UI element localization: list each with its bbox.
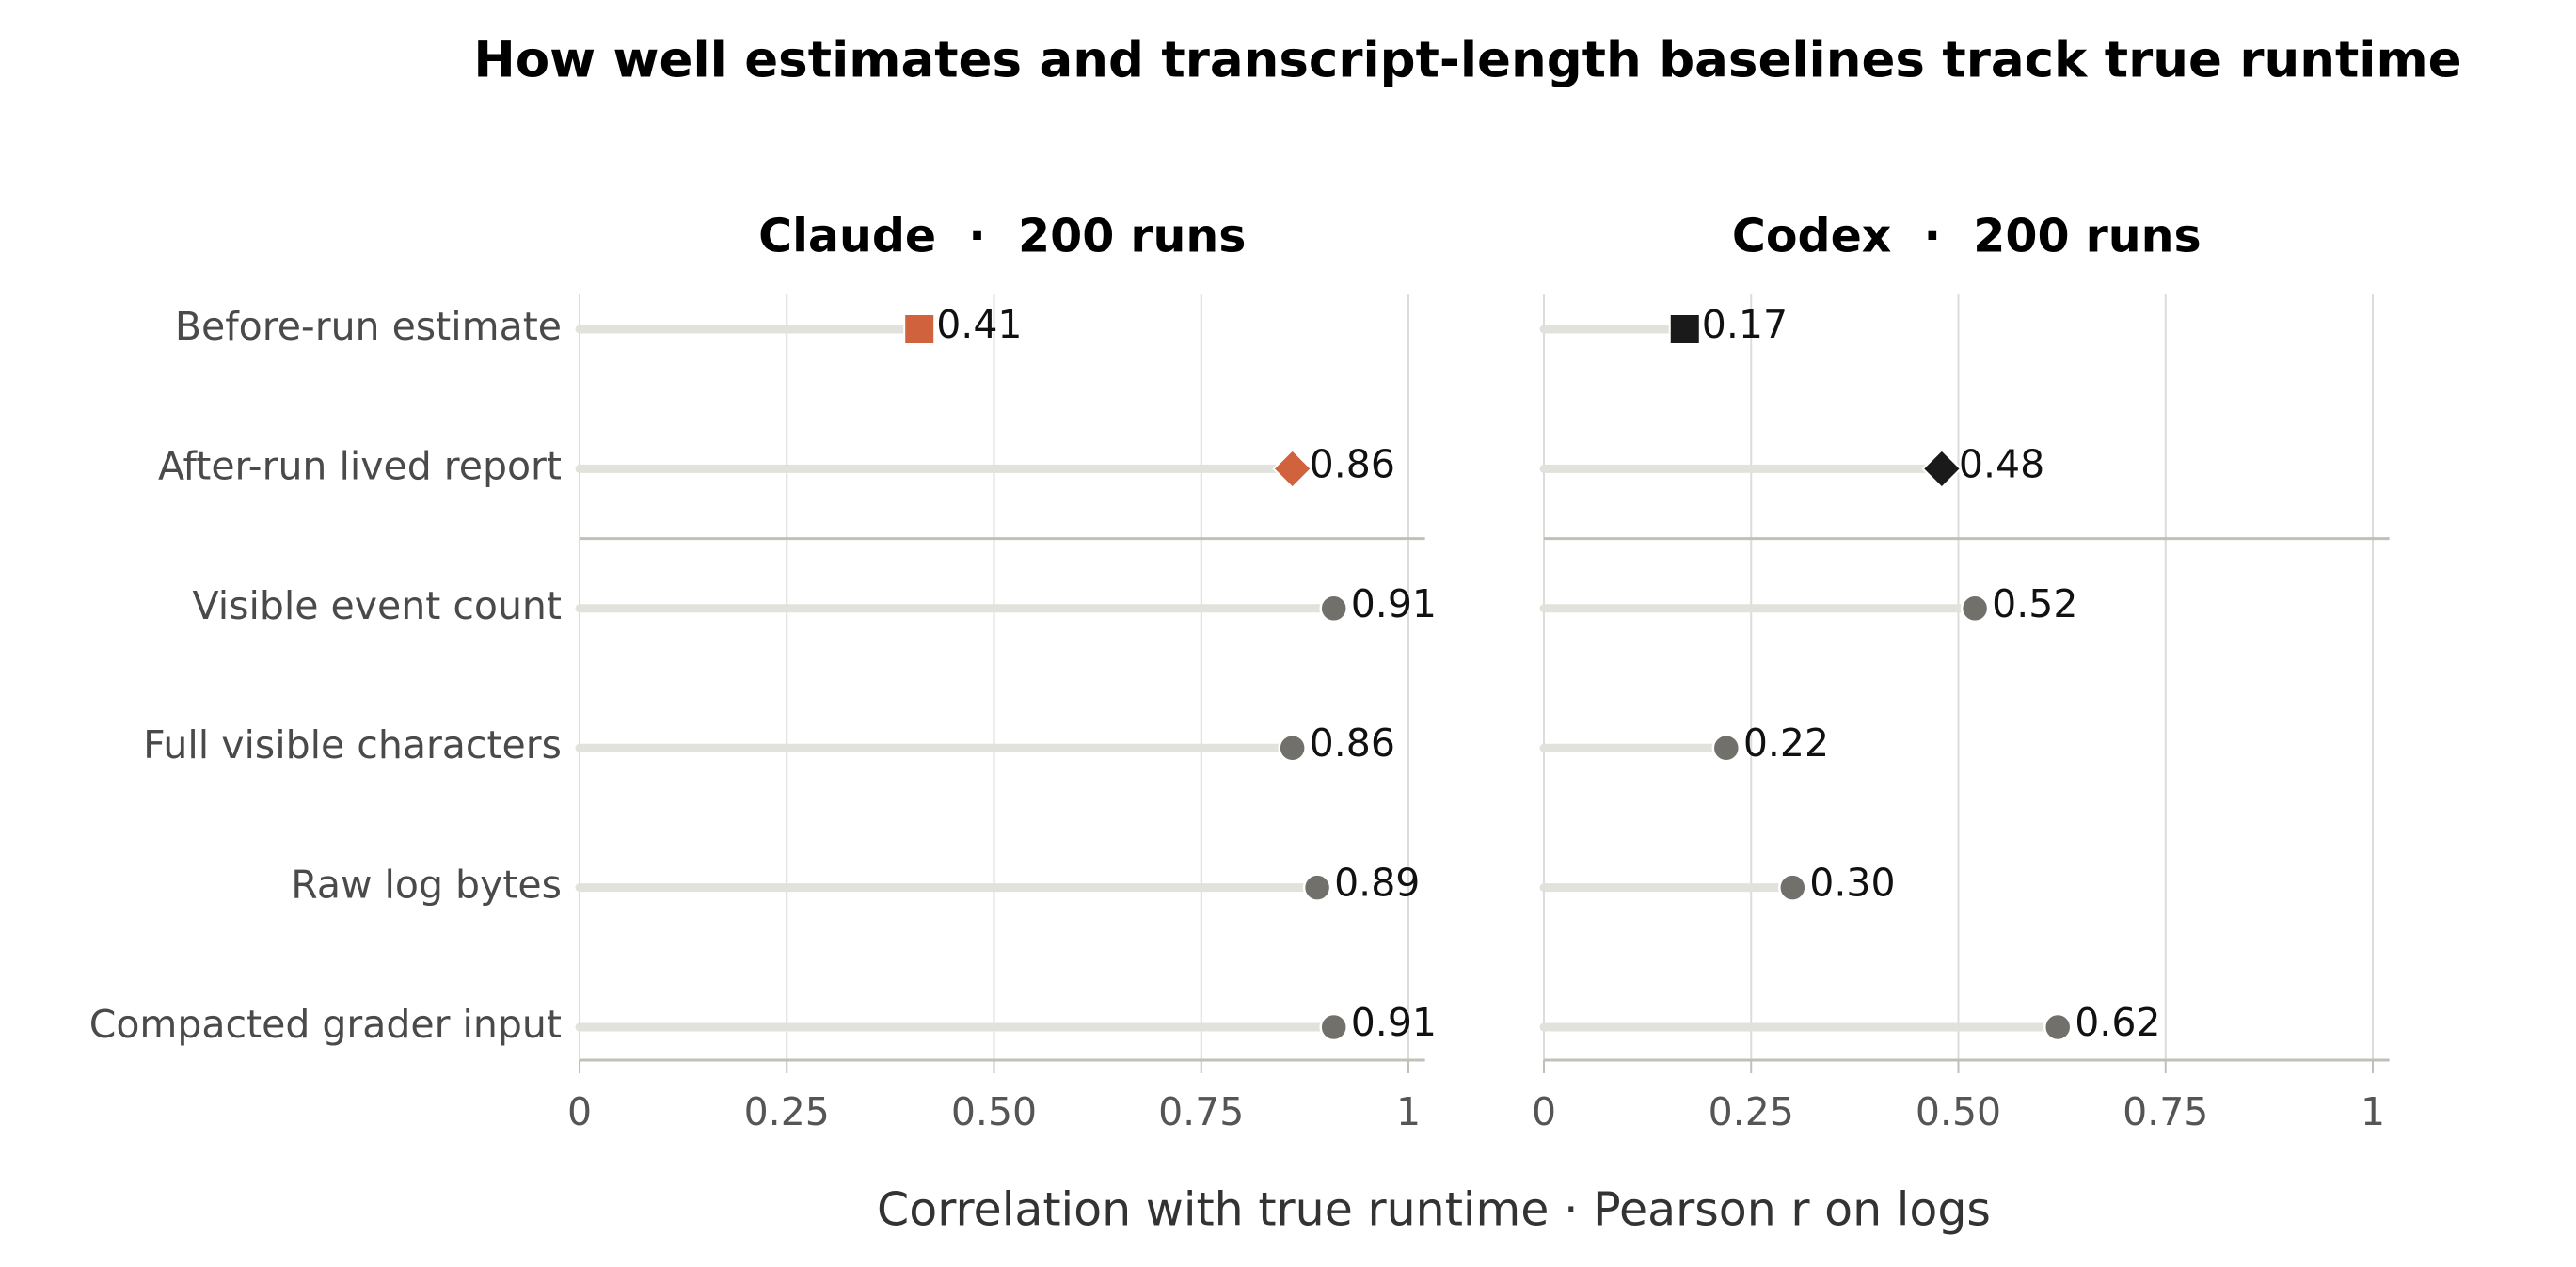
marker-circle	[1319, 594, 1348, 624]
marker-circle	[2043, 1012, 2073, 1042]
marker-circle	[1319, 1012, 1348, 1042]
x-tick-label: 0.75	[1158, 1089, 1244, 1134]
category-label: Full visible characters	[143, 722, 562, 768]
category-label: Before-run estimate	[175, 304, 562, 349]
marker-square	[903, 313, 936, 345]
x-tick-label: 0	[567, 1089, 592, 1134]
value-label: 0.91	[1351, 1000, 1437, 1045]
marker-diamond	[1272, 448, 1313, 489]
marker-circle	[1778, 873, 1807, 902]
x-tick-label: 1	[1396, 1089, 1421, 1134]
value-label: 0.22	[1743, 721, 1829, 766]
marker-circle	[1711, 733, 1741, 763]
x-tick-label: 1	[2361, 1089, 2385, 1134]
value-label: 0.62	[2075, 1000, 2160, 1045]
x-tick-label: 0.25	[1709, 1089, 1794, 1134]
value-label: 0.52	[1992, 581, 2077, 626]
value-label: 0.17	[1702, 302, 1788, 347]
marker-diamond	[1921, 448, 1963, 489]
category-label: Raw log bytes	[291, 863, 562, 908]
value-label: 0.48	[1959, 441, 2044, 486]
category-label: After-run lived report	[158, 443, 562, 488]
x-axis-label: Correlation with true runtime · Pearson …	[877, 1183, 1991, 1237]
marker-square	[1668, 313, 1701, 345]
value-label: 0.91	[1351, 581, 1437, 626]
value-label: 0.86	[1310, 721, 1395, 766]
x-tick-label: 0.50	[1916, 1089, 2001, 1134]
x-tick-label: 0	[1532, 1089, 1556, 1134]
category-label: Visible event count	[193, 583, 562, 628]
x-tick-label: 0.75	[2123, 1089, 2208, 1134]
marker-circle	[1960, 594, 1990, 624]
chart-title: How well estimates and transcript-length…	[473, 32, 2461, 89]
value-label: 0.86	[1310, 441, 1395, 486]
value-label: 0.41	[936, 302, 1022, 347]
marker-circle	[1278, 733, 1307, 763]
value-label: 0.30	[1809, 861, 1895, 906]
x-tick-label: 0.25	[744, 1089, 830, 1134]
panel-title: Codex · 200 runs	[1732, 210, 2202, 263]
panel-title: Claude · 200 runs	[758, 210, 1246, 263]
marker-circle	[1302, 873, 1332, 902]
category-label: Compacted grader input	[89, 1002, 562, 1047]
value-label: 0.89	[1334, 861, 1420, 906]
x-tick-label: 0.50	[951, 1089, 1037, 1134]
